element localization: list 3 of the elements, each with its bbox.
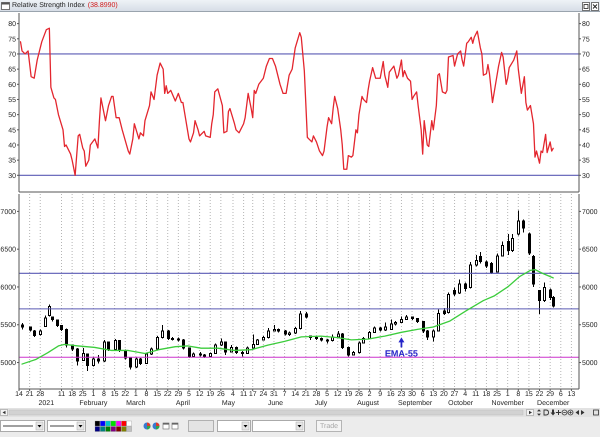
- annotation: EMA-55: [384, 348, 418, 358]
- line-series: [21, 268, 554, 365]
- line-series: [20, 28, 554, 176]
